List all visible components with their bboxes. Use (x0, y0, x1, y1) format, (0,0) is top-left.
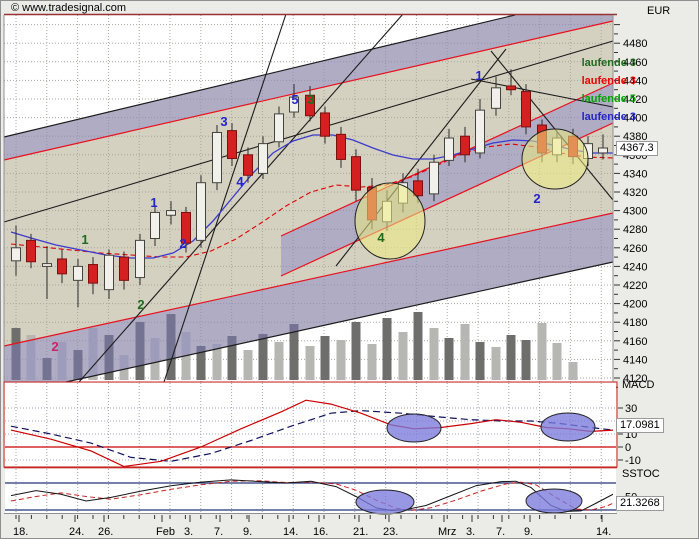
legend-item: laufende 3 (581, 57, 636, 69)
wave-label: 4 (236, 174, 244, 189)
time-axis: 18. 24. 26. Feb 3. 7. 9. 14. 16. 21. 23. Mrz 3. 7. 9. 1… (13, 515, 611, 538)
crossover-ellipse (355, 489, 415, 515)
legend-item: laufende 3 (581, 75, 636, 87)
current-price-badge: 4367.3 (616, 141, 658, 156)
legend-item: laufende 5 (581, 93, 636, 105)
wave-label: 2 (533, 191, 540, 206)
time-tick-label: 14. (283, 526, 298, 538)
price-tick-label: 4300 (623, 206, 647, 218)
legend-item: laufende 3 (581, 111, 636, 123)
sstoc-panel: 50 (4, 466, 637, 515)
price-tick-label: 4240 (623, 261, 647, 273)
price-tick-label: 4400 (623, 113, 647, 125)
price-tick-label: 4120 (623, 373, 647, 385)
price-tick-label: 4160 (623, 336, 647, 348)
wave-label: 2 (179, 236, 186, 251)
wave-label: 4 (377, 230, 385, 245)
macd-value-badge: 17.0981 (616, 418, 664, 433)
macd-tick-label: 30 (625, 403, 637, 415)
wave-label: 1 (150, 195, 157, 210)
price-tick-label: 4140 (623, 354, 647, 366)
time-tick-label: Feb (156, 526, 175, 538)
macd-tick-label: -10 (625, 455, 641, 467)
time-tick-label: 18. (13, 526, 28, 538)
wave-label: 3 (220, 114, 227, 129)
price-tick-label: 4220 (623, 280, 647, 292)
sstoc-panel-title: SSTOC (622, 468, 660, 480)
crossover-ellipse (386, 413, 442, 443)
price-tick-label: 4340 (623, 168, 647, 180)
sstoc-value-badge: 21.3268 (616, 496, 664, 511)
time-tick-label: Mrz (438, 526, 456, 538)
price-tick-label: 4440 (623, 75, 647, 87)
wave-label: 1 (81, 232, 88, 247)
time-tick-label: 21. (353, 526, 368, 538)
macd-tick-label: 0 (625, 442, 631, 454)
time-tick-label: 9. (243, 526, 252, 538)
ma-legend: laufende 3 laufende 3 laufende 5 laufende 3 (582, 54, 636, 126)
wave-label: 5 (291, 92, 298, 107)
watermark-link[interactable]: © www.tradesignal.com (11, 2, 127, 14)
price-tick-label: 4260 (623, 243, 647, 255)
price-tick-label: 4480 (623, 38, 647, 50)
time-tick-label: 23. (383, 526, 398, 538)
currency-axis-label: EUR (647, 5, 671, 17)
time-tick-label: 26. (98, 526, 113, 538)
time-tick-label: 16. (313, 526, 328, 538)
macd-panel-title: MACD (622, 379, 655, 391)
macd-line (10, 399, 614, 468)
crossover-ellipse (540, 412, 596, 442)
price-tick-label: 4180 (623, 317, 647, 329)
price-tick-label: 4420 (623, 94, 647, 106)
time-tick-label: 14. (596, 526, 611, 538)
price-tick-label: 4460 (623, 57, 647, 69)
time-tick-label: 9. (524, 526, 533, 538)
price-axis: 4120 4140 4160 4180 4200 4220 4240 4260 4280 4300… (614, 24, 647, 388)
time-tick-label: 24. (69, 526, 84, 538)
price-tick-label: 4320 (623, 187, 647, 199)
price-tick-label: 4200 (623, 299, 647, 311)
time-tick-label: 7. (496, 526, 505, 538)
time-tick-label: 3. (466, 526, 475, 538)
price-tick-label: 4380 (623, 131, 647, 143)
wave-label: 1 (475, 68, 482, 83)
highlight-ellipses (354, 128, 589, 260)
crossover-ellipse (525, 488, 583, 514)
wave-label: 3 (307, 92, 314, 107)
wave-label: 2 (137, 297, 144, 312)
wave-label: 2 (51, 339, 58, 354)
time-tick-label: 3. (184, 526, 193, 538)
price-tick-label: 4280 (623, 224, 647, 236)
time-tick-label: 7. (214, 526, 223, 538)
macd-signal-line (10, 409, 614, 462)
